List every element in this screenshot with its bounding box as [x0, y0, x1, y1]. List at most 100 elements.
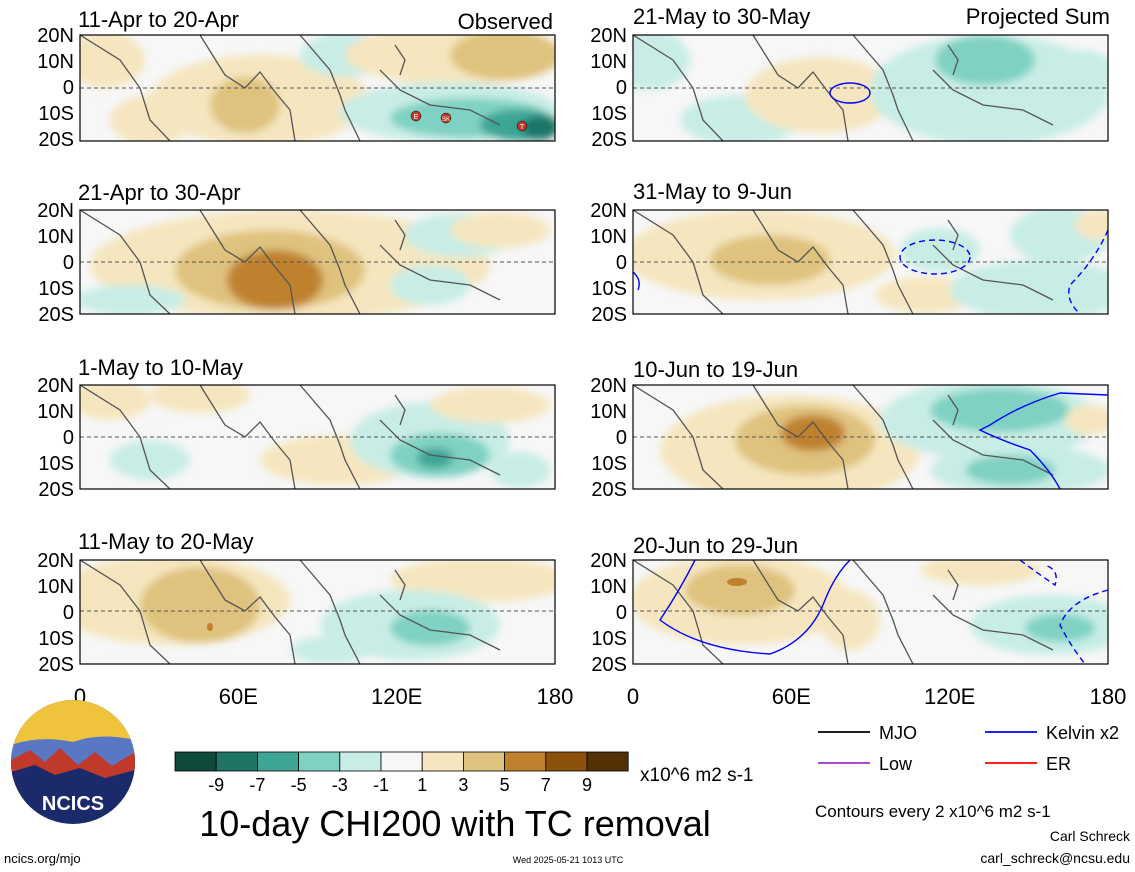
latitude-label: 10N — [37, 401, 74, 423]
kelvin-contour — [633, 271, 640, 291]
latitude-label: 20S — [591, 479, 627, 501]
panel-frame — [79, 209, 556, 315]
latitude-label: 20N — [37, 25, 74, 47]
colorbar-tick-label: 3 — [458, 775, 468, 795]
contour-note: Contours every 2 x10^6 m2 s-1 — [815, 802, 1051, 821]
kelvin-contour — [659, 560, 851, 655]
latitude-label: 10S — [591, 103, 627, 125]
legend-label-er: ER — [1046, 754, 1071, 774]
tc-markers: E SK T — [410, 110, 528, 132]
latitude-label: 10S — [38, 628, 74, 650]
latitude-labels: 20N 10N 0 10S 20S 20N 10N 0 10S 20S 20N 10N 0 10S 20S 2… — [37, 25, 627, 676]
kelvin-contour — [978, 392, 1108, 489]
latitude-label: 10S — [591, 628, 627, 650]
longitude-label: 60E — [219, 684, 258, 709]
anomaly-field — [633, 35, 1108, 141]
latitude-label: 20N — [37, 375, 74, 397]
figure-title: 10-day CHI200 with TC removal — [199, 803, 711, 844]
map-panel-projected-1: 21-May to 30-May Projected Sum — [632, 4, 1110, 142]
panel-period: 31-May to 9-Jun — [633, 179, 792, 204]
latitude-label: 20N — [590, 550, 627, 572]
panel-period: 11-May to 20-May — [78, 529, 254, 554]
legend-label-low: Low — [879, 754, 913, 774]
colorbar: -9 -7 -5 -3 -1 1 3 5 7 9 — [174, 751, 629, 795]
colorbar-swatch — [462, 751, 505, 772]
colorbar-swatch — [421, 751, 464, 772]
panel-period: 1-May to 10-May — [78, 355, 243, 380]
map-panel-projected-4: 20-Jun to 29-Jun — [632, 533, 1109, 665]
panel-frame — [632, 559, 1109, 665]
panel-period: 21-May to 30-May — [633, 4, 810, 29]
latitude-label: 0 — [63, 427, 74, 449]
colorbar-swatch — [174, 751, 217, 772]
ncics-logo: NCICS — [11, 700, 135, 824]
colorbar-tick-label: 9 — [582, 775, 592, 795]
latitude-label: 10N — [590, 401, 627, 423]
longitude-label: 120E — [371, 684, 422, 709]
latitude-label: 10N — [590, 51, 627, 73]
longitude-label: 0 — [627, 684, 639, 709]
latitude-label: 20S — [38, 654, 74, 676]
map-panel-observed-3: 1-May to 10-May — [78, 355, 556, 490]
panel-frame — [632, 384, 1109, 490]
colorbar-swatch — [215, 751, 258, 772]
latitude-label: 0 — [616, 252, 627, 274]
tc-marker — [440, 112, 452, 124]
contour-legend: MJO Kelvin x2 Low ER — [818, 723, 1119, 774]
timestamp: Wed 2025-05-21 1013 UTC — [513, 855, 624, 865]
tc-marker — [410, 110, 422, 122]
colorbar-tick-label: -7 — [249, 775, 265, 795]
latitude-label: 20N — [37, 200, 74, 222]
longitude-label: 120E — [924, 684, 975, 709]
author-email[interactable]: carl_schreck@ncsu.edu — [980, 850, 1130, 866]
map-panel-observed-2: 21-Apr to 30-Apr — [78, 180, 556, 315]
kelvin-contour — [1019, 560, 1057, 587]
colorbar-swatch — [545, 751, 588, 772]
latitude-label: 20S — [591, 654, 627, 676]
latitude-label: 20S — [38, 479, 74, 501]
latitude-label: 10N — [37, 226, 74, 248]
colorbar-swatch — [380, 751, 423, 772]
colorbar-tick-label: -9 — [208, 775, 224, 795]
panel-period: 11-Apr to 20-Apr — [78, 7, 239, 32]
latitude-label: 10S — [38, 103, 74, 125]
column-label-observed: Observed — [458, 9, 553, 34]
kelvin-contour — [899, 239, 971, 275]
anomaly-field — [80, 560, 555, 664]
latitude-label: 10N — [37, 576, 74, 598]
panel-frame — [632, 34, 1109, 142]
svg-text:T: T — [520, 124, 525, 131]
latitude-label: 0 — [616, 77, 627, 99]
latitude-label: 10N — [590, 226, 627, 248]
colorbar-swatch — [339, 751, 382, 772]
latitude-label: 10S — [38, 278, 74, 300]
latitude-label: 20N — [37, 550, 74, 572]
colorbar-units: x10^6 m2 s-1 — [640, 765, 753, 786]
tc-marker — [516, 120, 528, 132]
legend-label-kelvin: Kelvin x2 — [1046, 723, 1119, 743]
latitude-label: 20S — [38, 304, 74, 326]
latitude-label: 20S — [38, 129, 74, 151]
longitude-label: 60E — [772, 684, 811, 709]
colorbar-tick-label: 5 — [500, 775, 510, 795]
colorbar-swatch — [586, 751, 629, 772]
colorbar-tick-label: -5 — [291, 775, 307, 795]
latitude-label: 0 — [63, 77, 74, 99]
longitude-label: 180 — [537, 684, 574, 709]
map-panel-observed-4: 11-May to 20-May — [78, 529, 556, 665]
colorbar-tick-label: -1 — [373, 775, 389, 795]
colorbar-tick-label: 1 — [417, 775, 427, 795]
latitude-label: 10S — [591, 453, 627, 475]
latitude-label: 0 — [616, 602, 627, 624]
map-panel-observed-1: 11-Apr to 20-Apr Observed — [78, 7, 556, 142]
latitude-label: 20N — [590, 375, 627, 397]
longitude-labels: 0 60E 120E 180 0 60E 120E 180 — [74, 684, 1126, 709]
svg-text:E: E — [414, 114, 419, 121]
panel-frame — [632, 209, 1109, 315]
panel-period: 20-Jun to 29-Jun — [633, 533, 798, 558]
colorbar-tick-label: -3 — [332, 775, 348, 795]
latitude-label: 10N — [37, 51, 74, 73]
website-link[interactable]: ncics.org/mjo — [4, 851, 81, 866]
latitude-label: 20N — [590, 200, 627, 222]
